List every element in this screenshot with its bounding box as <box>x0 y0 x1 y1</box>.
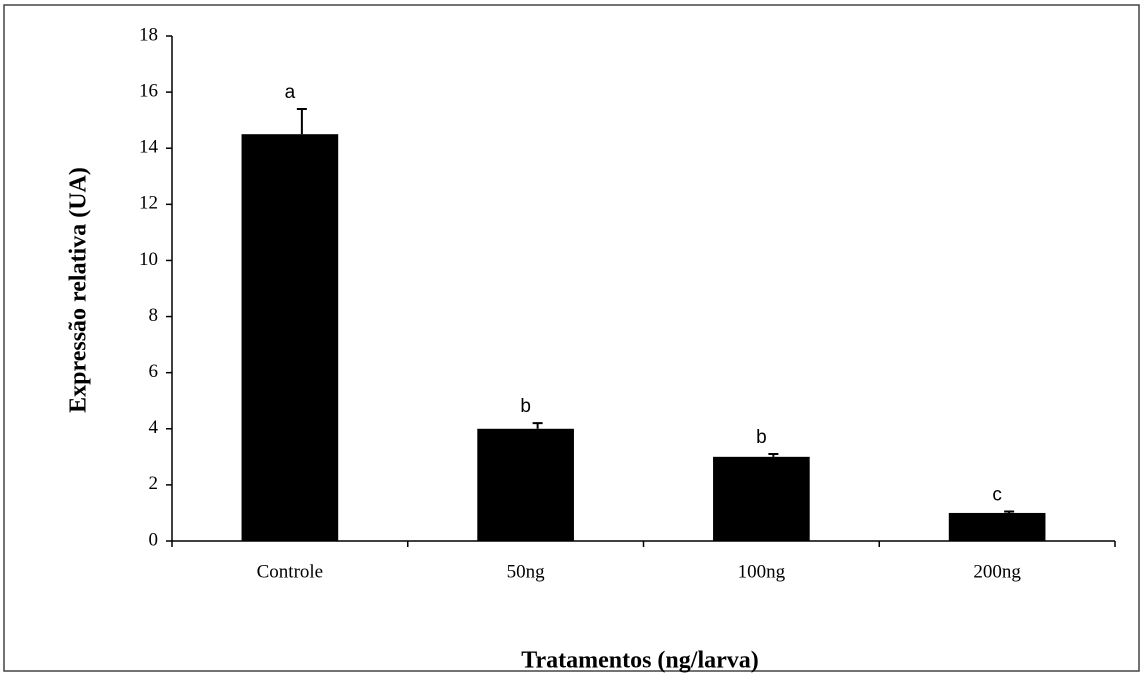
y-tick-label: 12 <box>139 193 158 214</box>
error-bar <box>1004 510 1015 513</box>
frame <box>3 4 1140 672</box>
y-tick-label: 2 <box>149 473 159 494</box>
y-tick-label: 14 <box>139 137 159 158</box>
y-axis-label: Expressão relativa (UA) <box>66 167 92 413</box>
annotation: a <box>285 82 296 103</box>
y-tick-label: 10 <box>139 249 158 270</box>
y-tick-label: 6 <box>149 361 159 382</box>
annotation: b <box>756 427 767 448</box>
error-bar <box>296 107 307 135</box>
x-tick-label: 50ng <box>507 561 546 582</box>
bar <box>241 134 339 541</box>
y-tick-label: 8 <box>149 305 159 326</box>
bar <box>713 456 810 541</box>
error-bar <box>532 422 543 429</box>
y-tick-label: 4 <box>149 417 159 438</box>
bar <box>477 428 574 541</box>
x-tick-label: 200ng <box>973 561 1021 582</box>
annotation: c <box>992 485 1002 506</box>
x-tick-label: 100ng <box>738 561 786 582</box>
y-tick-label: 18 <box>139 24 158 45</box>
x-axis-label: Tratamentos (ng/larva) <box>521 648 759 674</box>
bar <box>948 512 1046 541</box>
error-bar <box>768 453 779 457</box>
y-tick-label: 16 <box>139 80 158 101</box>
x-tick-label: Controle <box>257 561 324 582</box>
annotation: b <box>520 396 531 417</box>
y-tick-label: 0 <box>149 529 159 550</box>
